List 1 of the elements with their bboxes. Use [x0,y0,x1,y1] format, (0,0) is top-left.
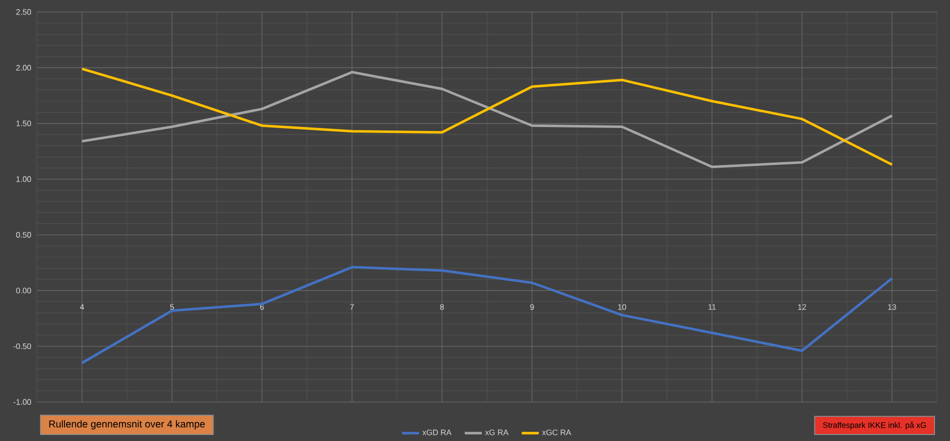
text: Rullende gennemsnit over 4 kampe [49,420,205,430]
